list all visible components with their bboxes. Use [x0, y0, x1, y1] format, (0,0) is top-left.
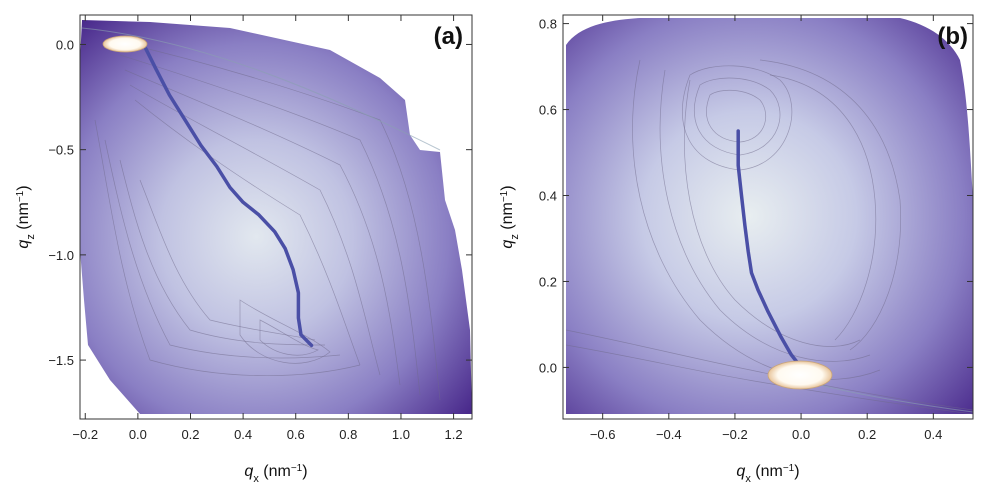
panel-b-intensity-region — [566, 18, 973, 414]
panel-b-xtick-label: 0.2 — [858, 427, 876, 442]
panel-b: −0.6 −0.4 −0.2 0.0 0.2 0.4 0.0 0.2 0.4 0.6 0.8 (b)… — [499, 14, 974, 486]
panel-a-xtick-label: 0.0 — [129, 427, 147, 442]
panel-b-ridge-path — [736, 129, 803, 370]
panel-a-ytick-label: −1.0 — [48, 248, 74, 263]
panel-a-ytick-label: 0.0 — [56, 37, 74, 52]
panel-a: −0.2 0.0 0.2 0.4 0.6 0.8 1.0 1.2 −1.5 −1.0 −0.5 0.0… — [15, 14, 473, 486]
panel-b-ytick-label: 0.2 — [539, 274, 557, 289]
panel-b-xtick-label: 0.0 — [792, 427, 810, 442]
panel-b-peak — [767, 360, 833, 390]
panel-a-xtick-label: 0.4 — [234, 427, 252, 442]
panel-b-xtick-label: −0.2 — [722, 427, 748, 442]
panel-b-ticks: −0.6 −0.4 −0.2 0.0 0.2 0.4 0.0 0.2 0.4 0.6 0.8 — [539, 15, 973, 442]
panel-b-ytick-label: 0.8 — [539, 17, 557, 32]
panel-a-peak — [102, 35, 148, 53]
panel-b-label: (b) — [937, 23, 968, 50]
panel-b-xtick-label: −0.4 — [656, 427, 682, 442]
panel-a-xtick-label: 0.2 — [181, 427, 199, 442]
panel-a-ticks: −0.2 0.0 0.2 0.4 0.6 0.8 1.0 1.2 −1.5 −1.0 −0.5 0.0 — [48, 15, 472, 442]
panel-a-xlabel: qx (nm−1) — [244, 463, 307, 486]
panel-b-ridge-line — [736, 129, 803, 370]
panel-a-ylabel: qz (nm−1) — [15, 185, 38, 248]
panel-b-ytick-label: 0.0 — [539, 360, 557, 375]
panel-a-specular-streak — [81, 27, 441, 151]
panel-a-xtick-label: 1.0 — [392, 427, 410, 442]
panel-a-xtick-label: 1.2 — [445, 427, 463, 442]
panel-b-xtick-label: 0.4 — [924, 427, 942, 442]
panel-a-contours — [94, 39, 441, 401]
panel-b-ytick-label: 0.4 — [539, 189, 557, 204]
panel-a-label: (a) — [434, 23, 463, 50]
panel-a-intensity-region — [80, 20, 472, 414]
panel-a-xtick-label: 0.8 — [339, 427, 357, 442]
panel-b-frame — [562, 14, 974, 420]
panel-a-frame — [79, 14, 473, 420]
panel-a-ytick-label: −1.5 — [48, 353, 74, 368]
panel-a-ytick-label: −0.5 — [48, 143, 74, 158]
panel-b-specular-streak — [819, 384, 973, 413]
panel-b-ylabel: qz (nm−1) — [499, 185, 522, 248]
panel-a-xtick-label: 0.6 — [287, 427, 305, 442]
panel-a-ridge-line — [144, 46, 314, 348]
panel-a-xtick-label: −0.2 — [72, 427, 98, 442]
panel-b-ytick-label: 0.6 — [539, 103, 557, 118]
panel-a-ridge-path — [144, 46, 314, 348]
panel-b-xlabel: qx (nm−1) — [736, 463, 799, 486]
panel-b-xtick-label: −0.6 — [590, 427, 616, 442]
